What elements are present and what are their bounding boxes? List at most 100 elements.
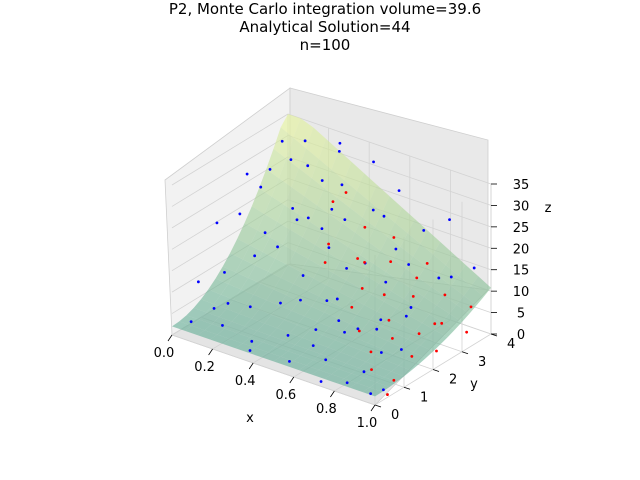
y-axis-label: y: [470, 377, 478, 392]
scatter-point-blue: [340, 183, 344, 187]
z-tick-label: 15: [513, 264, 530, 279]
surface-patch: [436, 295, 457, 314]
surface-patch: [394, 324, 415, 340]
surface-patch: [193, 299, 214, 313]
surface-patch: [409, 306, 430, 324]
scatter-point-blue: [343, 330, 346, 334]
surface-patch: [315, 230, 336, 253]
scatter-point-blue: [324, 358, 328, 362]
surface-patch: [291, 300, 312, 317]
surface-patch: [184, 325, 205, 336]
surface-patch: [355, 329, 375, 344]
surface-patch: [284, 187, 305, 214]
surface-patch: [295, 237, 316, 259]
surface-patch: [208, 278, 229, 295]
scatter-point-blue: [245, 172, 249, 176]
surface-patch: [327, 340, 348, 353]
surface-patch: [338, 280, 359, 299]
surface-patch: [344, 161, 365, 191]
surface-patch: [387, 222, 408, 247]
surface-patch: [438, 264, 459, 286]
scatter-point-blue: [409, 306, 413, 309]
surface-patch: [423, 286, 444, 306]
surface-patch: [269, 328, 290, 341]
surface-patch: [398, 359, 419, 371]
scatter-point-blue: [337, 149, 341, 153]
surface-patch: [413, 243, 433, 267]
surface-patch: [278, 295, 299, 311]
scatter-point-red: [469, 305, 473, 309]
surface-patch: [358, 275, 379, 295]
surface-patch: [244, 318, 265, 331]
surface-patch: [262, 237, 283, 259]
surface-patch: [407, 331, 428, 346]
surface-patch: [393, 346, 414, 360]
surface-patch: [266, 148, 287, 179]
scatter-point-blue: [303, 139, 307, 143]
scatter-point-blue: [382, 388, 385, 392]
scatter-point-blue: [306, 216, 310, 220]
scatter-point-red: [360, 286, 364, 290]
scatter-point-red: [387, 318, 391, 322]
surface-patch: [293, 271, 314, 291]
scatter-point-red: [323, 261, 327, 264]
scatter-point-blue: [319, 380, 323, 383]
surface-patch: [191, 319, 212, 331]
surface-patch: [313, 265, 334, 286]
surface-patch: [385, 353, 406, 366]
surface-patch: [288, 251, 308, 272]
surface-patch: [416, 296, 437, 315]
y-tick-mark: [403, 386, 411, 390]
surface-patch: [266, 289, 287, 306]
surface-patch: [248, 347, 269, 358]
surface-patch: [304, 178, 325, 206]
scatter-point-red: [327, 242, 330, 246]
surface-patch: [380, 340, 401, 354]
scatter-point-blue: [295, 218, 299, 222]
surface-patch: [291, 168, 312, 197]
x-tick-mark: [167, 334, 173, 342]
scatter-point-blue: [356, 327, 360, 331]
scatter-point-blue: [371, 208, 375, 212]
scatter-point-blue: [407, 263, 411, 266]
surface-patch: [391, 280, 412, 299]
surface-patch: [179, 315, 200, 326]
surface-patch: [400, 339, 421, 353]
scatter-point-blue: [448, 218, 451, 222]
surface-patch: [318, 138, 339, 170]
scatter-point-blue: [280, 139, 284, 143]
surface-patch: [186, 307, 207, 320]
surface-patch: [282, 229, 303, 252]
surface-patch: [273, 277, 294, 296]
scatter-point-red: [344, 191, 348, 194]
scatter-point-red: [356, 257, 359, 260]
surface-patch: [255, 342, 276, 353]
surface-patch: [351, 287, 372, 305]
surface-patch: [304, 306, 325, 322]
surface-patch: [389, 308, 410, 325]
surface-patch: [335, 223, 356, 247]
surface-patch: [259, 169, 279, 197]
scatter-point-red: [425, 261, 429, 265]
z-axis-label: z: [545, 201, 552, 216]
y-tick-mark: [374, 404, 382, 408]
surface-patch: [280, 265, 301, 284]
surface-patch: [362, 320, 383, 336]
scatter-point-blue: [343, 218, 347, 221]
surface-patch: [346, 357, 366, 368]
surface-patch: [300, 258, 321, 279]
z-tick-label: 5: [517, 307, 525, 322]
surface-patch: [217, 328, 238, 340]
surface-patch: [248, 265, 269, 284]
surface-patch: [378, 360, 399, 372]
surface-patch: [356, 173, 377, 202]
x-tick-mark: [330, 390, 335, 398]
scatter-point-blue: [345, 381, 349, 385]
surface-patch: [356, 377, 377, 388]
surface-patch: [309, 321, 330, 336]
surface-patch: [384, 291, 404, 309]
surface-patch: [242, 245, 263, 266]
y-tick-mark: [432, 369, 440, 372]
surface-patch: [302, 221, 323, 245]
